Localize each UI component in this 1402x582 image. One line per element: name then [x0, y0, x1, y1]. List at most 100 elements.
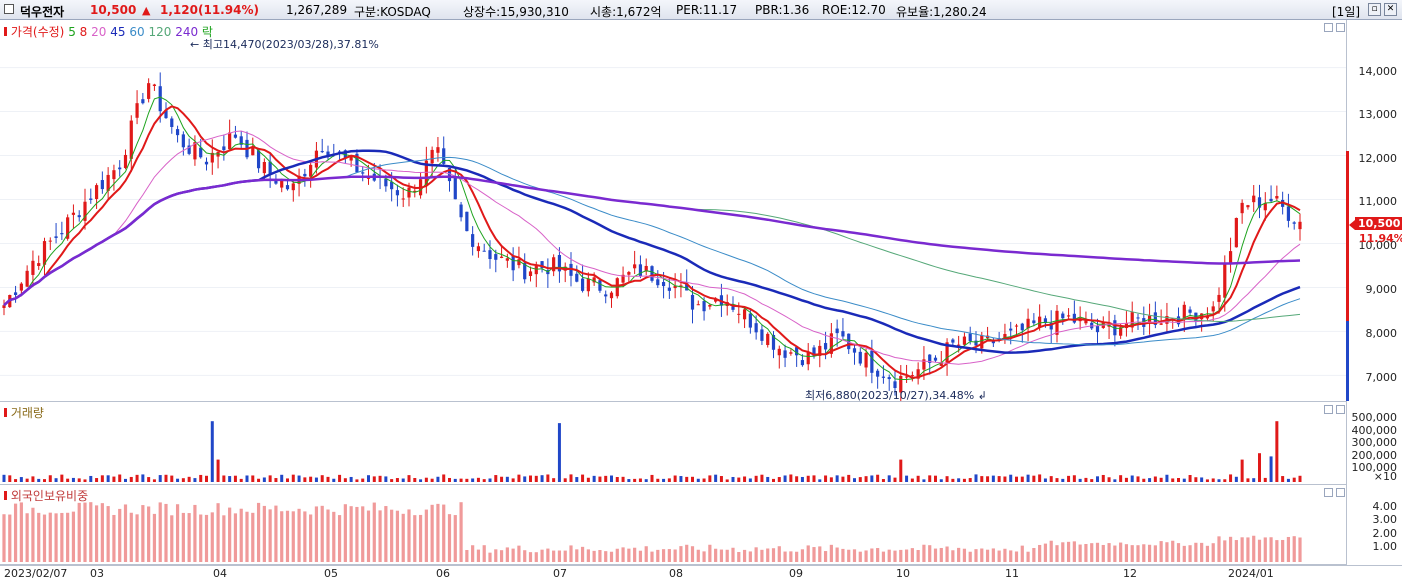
foreign-bar	[476, 549, 481, 562]
candle-body	[447, 167, 452, 182]
foreign-bar	[413, 515, 417, 562]
volume-bar	[413, 478, 417, 482]
legend-ma-8[interactable]: 8	[79, 25, 88, 39]
change-percent: (11.94%)	[198, 3, 259, 17]
candle-body	[204, 161, 209, 165]
legend-tail[interactable]: 락	[201, 25, 213, 39]
price-axis: 14,000 13,000 12,000 11,000 10,000 9,000…	[1346, 20, 1402, 402]
foreign-bar	[685, 544, 689, 562]
volume-bar	[945, 476, 949, 482]
foreign-pane[interactable]: 외국인보유비중	[0, 485, 1346, 565]
candle-body	[829, 333, 833, 354]
volume-bar	[789, 474, 793, 482]
candle-body	[1043, 318, 1048, 324]
foreign-bar	[164, 503, 168, 562]
volume-bar	[233, 475, 237, 482]
foreign-title[interactable]: 외국인보유비중	[10, 489, 89, 503]
legend-marker-icon	[4, 27, 7, 36]
volume-bar	[152, 479, 156, 482]
volume-bar	[54, 478, 58, 482]
candle-body	[1038, 316, 1042, 328]
candle-body	[1246, 205, 1250, 208]
candle-body	[742, 309, 747, 320]
volume-bar	[881, 479, 885, 482]
volume-bar	[1090, 479, 1094, 482]
period-selector[interactable]: [1일]	[1332, 5, 1361, 19]
pane-collapse-icon[interactable]	[1324, 488, 1333, 497]
legend-ma-45[interactable]: 45	[110, 25, 126, 39]
volume-bar	[1101, 474, 1105, 482]
legend-ma-20[interactable]: 20	[91, 25, 107, 39]
candle-body	[187, 145, 191, 154]
restore-icon[interactable]: ▫	[1368, 3, 1381, 16]
x-tick: 08	[669, 567, 683, 580]
volume-bar	[309, 476, 313, 482]
foreign-bar	[1003, 548, 1007, 562]
candle-body	[19, 283, 23, 291]
per-value: PER:11.17	[676, 3, 738, 17]
foreign-bar	[1147, 544, 1152, 562]
foreign-bar	[1078, 544, 1082, 562]
candle-body	[262, 162, 266, 174]
legend-ma-5[interactable]: 5	[68, 25, 76, 39]
foreign-bar	[1211, 543, 1215, 562]
foreign-bar	[702, 551, 706, 562]
volume-bar	[1107, 477, 1111, 482]
candle-body	[939, 362, 943, 366]
legend-ma-60[interactable]: 60	[129, 25, 145, 39]
candle-body	[361, 172, 365, 174]
foreign-ratio-chart[interactable]	[0, 485, 1346, 564]
volume-chart[interactable]	[0, 402, 1346, 484]
pane-maximize-icon[interactable]	[1336, 23, 1345, 32]
volume-bar	[291, 474, 295, 482]
foreign-bar	[233, 513, 238, 562]
legend-ma-240[interactable]: 240	[175, 25, 199, 39]
legend-ma-120[interactable]: 120	[148, 25, 172, 39]
close-icon[interactable]: ✕	[1384, 3, 1397, 16]
foreign-bar	[303, 511, 307, 562]
volume-bar	[1286, 478, 1290, 482]
volume-bar	[1043, 478, 1047, 482]
candle-body	[442, 148, 446, 164]
pane-maximize-icon[interactable]	[1336, 405, 1345, 414]
volume-pane[interactable]: 거래량	[0, 402, 1346, 485]
foreign-bar	[708, 544, 712, 562]
volume-bar	[1298, 475, 1302, 482]
x-tick: 07	[553, 567, 567, 580]
candle-body	[1061, 313, 1065, 319]
volume-title[interactable]: 거래량	[10, 406, 44, 420]
foreign-bar	[742, 549, 747, 562]
pane-collapse-icon[interactable]	[1324, 405, 1333, 414]
volume-bar	[986, 476, 990, 482]
candle-body	[135, 103, 139, 118]
candle-body	[1032, 320, 1036, 324]
foreign-bar	[251, 512, 255, 562]
foreign-bar	[939, 547, 943, 562]
pane-collapse-icon[interactable]	[1324, 23, 1333, 32]
volume-bar	[743, 476, 747, 482]
candle-body	[569, 263, 573, 276]
candle-body	[1240, 202, 1244, 214]
volume-bar	[158, 475, 162, 482]
foreign-bar	[673, 549, 677, 562]
volume-bar	[1211, 478, 1215, 482]
foreign-bar	[1298, 537, 1302, 562]
candle-body	[181, 134, 185, 148]
candle-body	[199, 147, 203, 158]
pane-maximize-icon[interactable]	[1336, 488, 1345, 497]
foreign-bar	[852, 549, 857, 562]
volume-bar	[1182, 478, 1186, 482]
stock-name[interactable]: 덕우전자	[20, 5, 65, 19]
foreign-bar	[598, 550, 602, 562]
price-chart[interactable]	[0, 20, 1346, 401]
volume-bar	[1026, 474, 1030, 482]
volume-bar	[760, 474, 764, 482]
foreign-bar	[835, 547, 839, 562]
candle-body	[766, 333, 770, 346]
foreign-bar	[1257, 539, 1262, 562]
volume-bar	[320, 475, 324, 482]
candle-body	[812, 347, 816, 357]
legend-price-title[interactable]: 가격(수정)	[10, 25, 65, 39]
price-pane[interactable]: 가격(수정) 5 8 20 45 60 120 240 락 ← 최고14,470…	[0, 20, 1346, 402]
foreign-bar	[916, 550, 920, 562]
